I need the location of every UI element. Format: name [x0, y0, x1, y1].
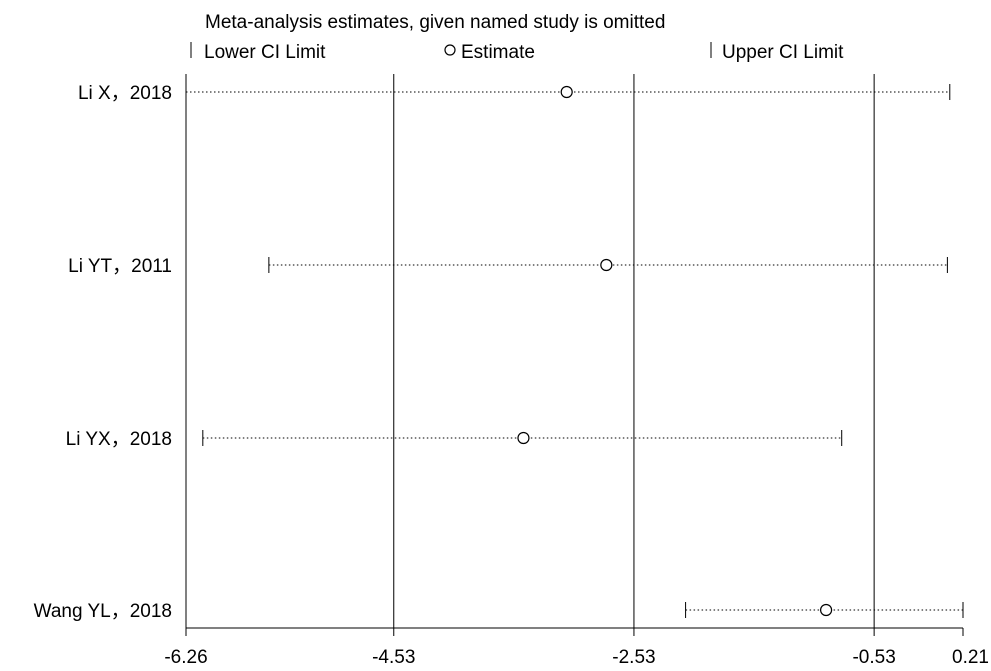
- study-label: Li YX，2018: [66, 429, 172, 450]
- estimate-marker: [600, 258, 613, 272]
- legend-lower-ci-label: Lower CI Limit: [204, 42, 326, 63]
- x-tick-label: -2.53: [612, 647, 655, 666]
- x-tick-label: -4.53: [372, 647, 415, 666]
- study-labels: Li X，2018 Li YT，2011 Li YX，2018 Wang YL，201…: [34, 83, 172, 622]
- x-axis: -6.26 -4.53 -2.53 -0.53 0.21: [164, 627, 989, 668]
- study-label: Wang YL，2018: [34, 601, 172, 622]
- plot-area: [185, 74, 964, 628]
- x-tick-label: -6.26: [164, 647, 207, 666]
- legend: Lower CI Limit Estimate Upper CI Limit: [190, 42, 844, 63]
- legend-upper-ci-label: Upper CI Limit: [722, 42, 844, 63]
- chart-title: Meta-analysis estimates, given named stu…: [205, 12, 665, 33]
- study-label: Li YT，2011: [68, 256, 172, 277]
- estimate-marker: [560, 85, 573, 99]
- study-label: Li X，2018: [78, 83, 172, 104]
- estimate-marker: [517, 431, 530, 445]
- legend-estimate-label: Estimate: [461, 42, 535, 63]
- x-tick-label: 0.21: [952, 647, 989, 666]
- legend-estimate-icon: [444, 44, 456, 56]
- estimate-marker: [819, 603, 833, 617]
- x-tick-label: -0.53: [852, 647, 895, 666]
